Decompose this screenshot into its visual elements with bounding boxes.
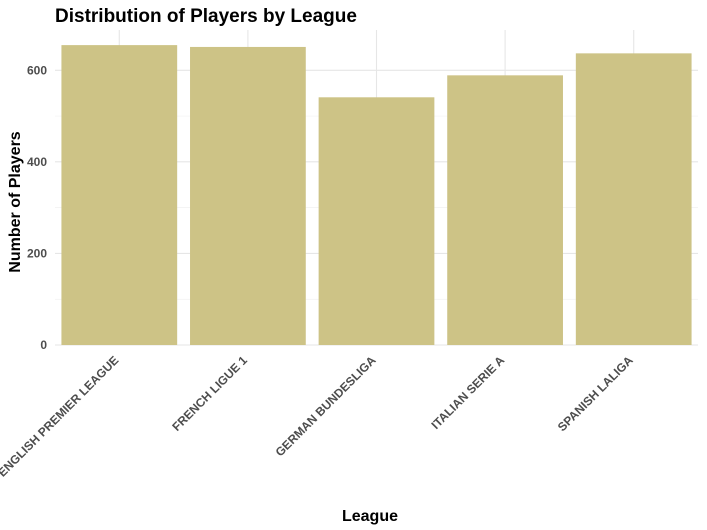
y-tick-label: 400 [27,155,47,169]
x-axis-ticks: ENGLISH PREMIER LEAGUE FRENCH LIGUE 1 GERM… [0,353,636,480]
chart-title: Distribution of Players by League [55,6,357,27]
bar [447,75,563,346]
x-axis-title: League [342,508,398,525]
x-tick-label: ITALIAN SERIE A [428,353,507,432]
y-axis-title: Number of Players [7,131,24,272]
y-tick-label: 600 [27,63,47,77]
bars [61,45,692,346]
x-tick-label: ENGLISH PREMIER LEAGUE [0,353,121,479]
x-tick-label: GERMAN BUNDESLIGA [273,353,379,459]
y-axis-ticks: 0 200 400 600 [27,63,47,352]
y-tick-label: 0 [40,338,47,352]
y-tick-label: 200 [27,246,47,260]
x-tick-label: SPANISH LALIGA [555,353,636,434]
bar [575,53,692,346]
bar [318,97,435,346]
x-tick-label: FRENCH LIGUE 1 [169,353,250,434]
bar [61,45,178,346]
bar [190,46,306,346]
